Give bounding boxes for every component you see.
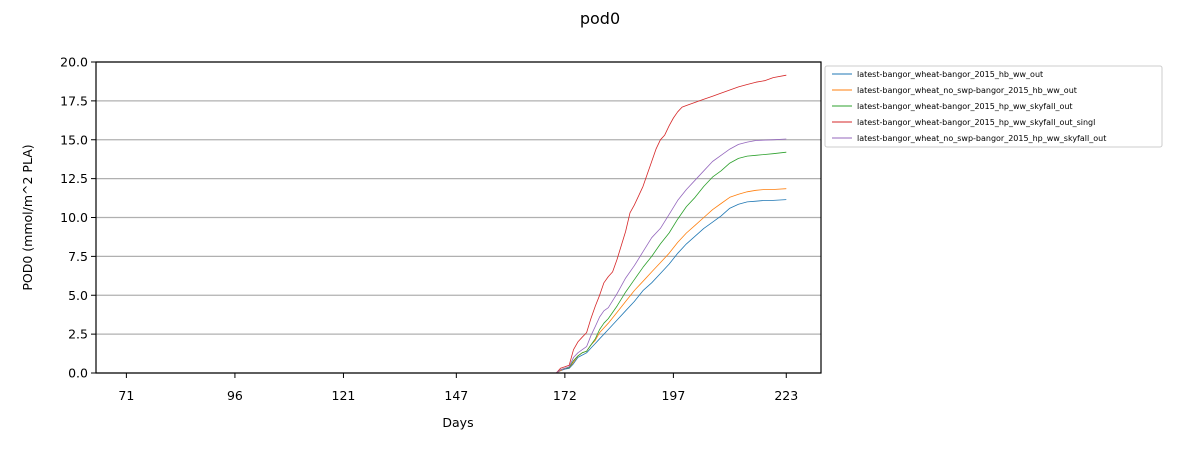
chart-title: pod0 [580, 9, 620, 28]
x-tick-label: 197 [661, 388, 685, 403]
legend-label: latest-bangor_wheat-bangor_2015_hp_ww_sk… [857, 102, 1073, 111]
series-line-3 [126, 151, 787, 374]
x-tick-label: 147 [444, 388, 468, 403]
y-tick-label: 20.0 [60, 55, 88, 70]
grid-lines [96, 61, 821, 374]
y-tick-label: 10.0 [60, 210, 88, 225]
y-tick-label: 7.5 [68, 249, 88, 264]
x-axis-ticks: 71 96 121 147 172 197 223 [118, 373, 798, 403]
legend: latest-bangor_wheat-bangor_2015_hb_ww_ou… [824, 65, 1163, 148]
x-tick-label: 71 [118, 388, 134, 403]
x-tick-label: 96 [227, 388, 243, 403]
y-tick-label: 5.0 [68, 288, 88, 303]
series-line-2 [126, 188, 787, 374]
series-lines [126, 74, 787, 374]
legend-label: latest-bangor_wheat-bangor_2015_hp_ww_sk… [857, 118, 1095, 127]
legend-label: latest-bangor_wheat_no_swp-bangor_2015_h… [857, 134, 1106, 143]
x-tick-label: 172 [553, 388, 577, 403]
y-tick-label: 15.0 [60, 132, 88, 147]
series-line-5 [126, 138, 787, 374]
x-axis-label: Days [442, 415, 473, 430]
y-tick-label: 0.0 [68, 366, 88, 381]
legend-label: latest-bangor_wheat_no_swp-bangor_2015_h… [857, 86, 1077, 95]
y-tick-label: 2.5 [68, 327, 88, 342]
legend-frame [824, 65, 1163, 148]
y-axis-label: POD0 (mmol/m^2 PLA) [20, 144, 35, 290]
series-line-1 [126, 199, 787, 374]
y-axis-ticks: 0.0 2.5 5.0 7.5 10.0 12.5 15.0 17.5 20.0 [60, 55, 96, 381]
series-line-4 [126, 74, 787, 374]
y-tick-label: 17.5 [60, 93, 88, 108]
y-tick-label: 12.5 [60, 171, 88, 186]
x-tick-label: 121 [332, 388, 356, 403]
x-tick-label: 223 [774, 388, 798, 403]
legend-label: latest-bangor_wheat-bangor_2015_hb_ww_ou… [857, 70, 1043, 79]
